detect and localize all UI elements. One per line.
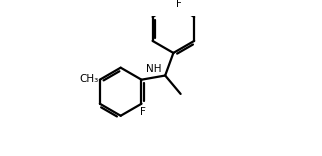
Text: F: F	[140, 107, 146, 117]
Text: F: F	[176, 0, 182, 9]
Text: NH: NH	[146, 64, 161, 74]
Text: CH₃: CH₃	[79, 74, 99, 84]
